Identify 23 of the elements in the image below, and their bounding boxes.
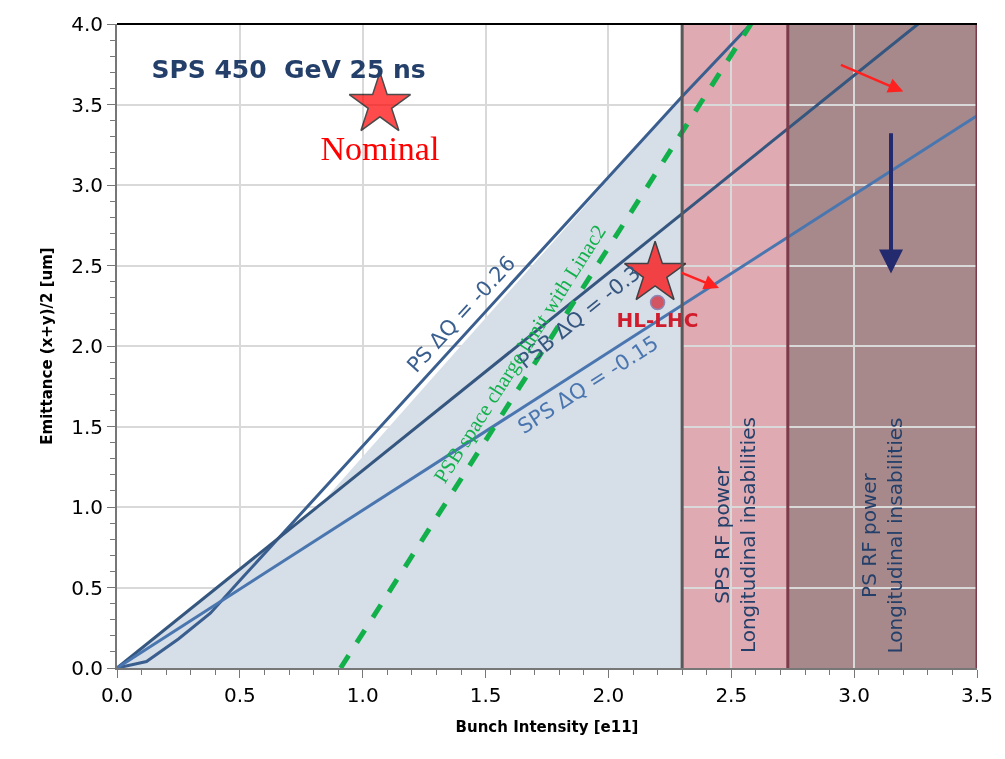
y-tick-label: 1.5 <box>71 414 103 439</box>
y-tick-label: 0.5 <box>71 575 103 600</box>
band-label: SPS RF power Longitudinal insabilities <box>709 417 760 654</box>
y-axis-title: Emittance (x+y)/2 [um] <box>37 247 56 445</box>
y-tick-label: 1.0 <box>71 495 103 519</box>
x-tick-label: 2.0 <box>592 683 625 707</box>
y-tick-label: 2.0 <box>71 334 103 358</box>
y-tick-label: 0.0 <box>71 656 103 680</box>
x-tick-label: 1.5 <box>469 683 502 707</box>
y-tick-label: 3.5 <box>71 92 103 117</box>
band-label: PS RF power Longitudinal insabilities <box>857 417 908 654</box>
y-tick-label: 2.5 <box>71 253 103 278</box>
x-tick-label: 3.5 <box>961 683 993 707</box>
text: SPS 450 GeV 25 ns <box>151 54 426 84</box>
x-axis-title: Bunch Intensity [e11] <box>455 717 639 736</box>
y-tick-label: 4.0 <box>71 12 103 36</box>
x-tick-label: 3.0 <box>838 683 871 707</box>
x-tick-label: 0.0 <box>101 683 133 707</box>
series-label: Nominal <box>320 129 440 167</box>
x-tick-label: 0.5 <box>223 683 256 707</box>
x-tick-label: 1.0 <box>346 683 379 707</box>
y-tick-label: 3.0 <box>71 173 103 197</box>
x-tick-label: 2.5 <box>715 683 748 707</box>
